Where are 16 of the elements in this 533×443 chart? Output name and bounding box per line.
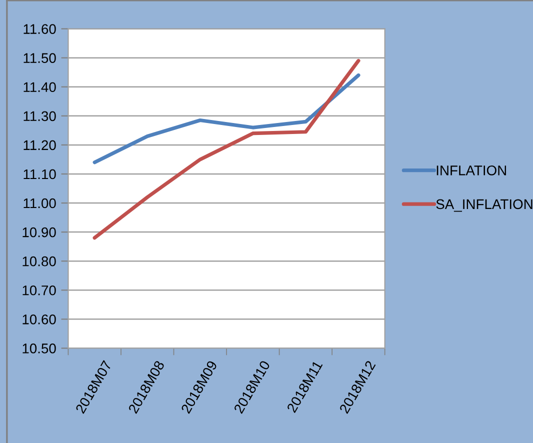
y-tick-label: 10.60 <box>22 314 56 324</box>
y-tick-label: 11.00 <box>24 198 56 208</box>
y-tick-label: 11.10 <box>24 169 56 180</box>
y-tick-label: 10.50 <box>22 344 56 354</box>
y-tick-label: 10.90 <box>22 227 56 238</box>
y-tick-label: 10.80 <box>22 256 56 266</box>
y-tick-label: 11.20 <box>24 140 56 150</box>
line-series <box>92 73 360 164</box>
y-tick-label: 11.50 <box>24 53 56 63</box>
legend-label: SA_INFLATION <box>436 199 532 212</box>
line-series <box>92 58 360 240</box>
y-tick-label: 11.30 <box>24 111 56 122</box>
y-tick-label: 11.40 <box>24 82 56 92</box>
y-tick-label: 11.60 <box>24 24 56 34</box>
legend-label: INFLATION <box>436 166 506 176</box>
y-tick-label: 10.70 <box>22 285 56 296</box>
